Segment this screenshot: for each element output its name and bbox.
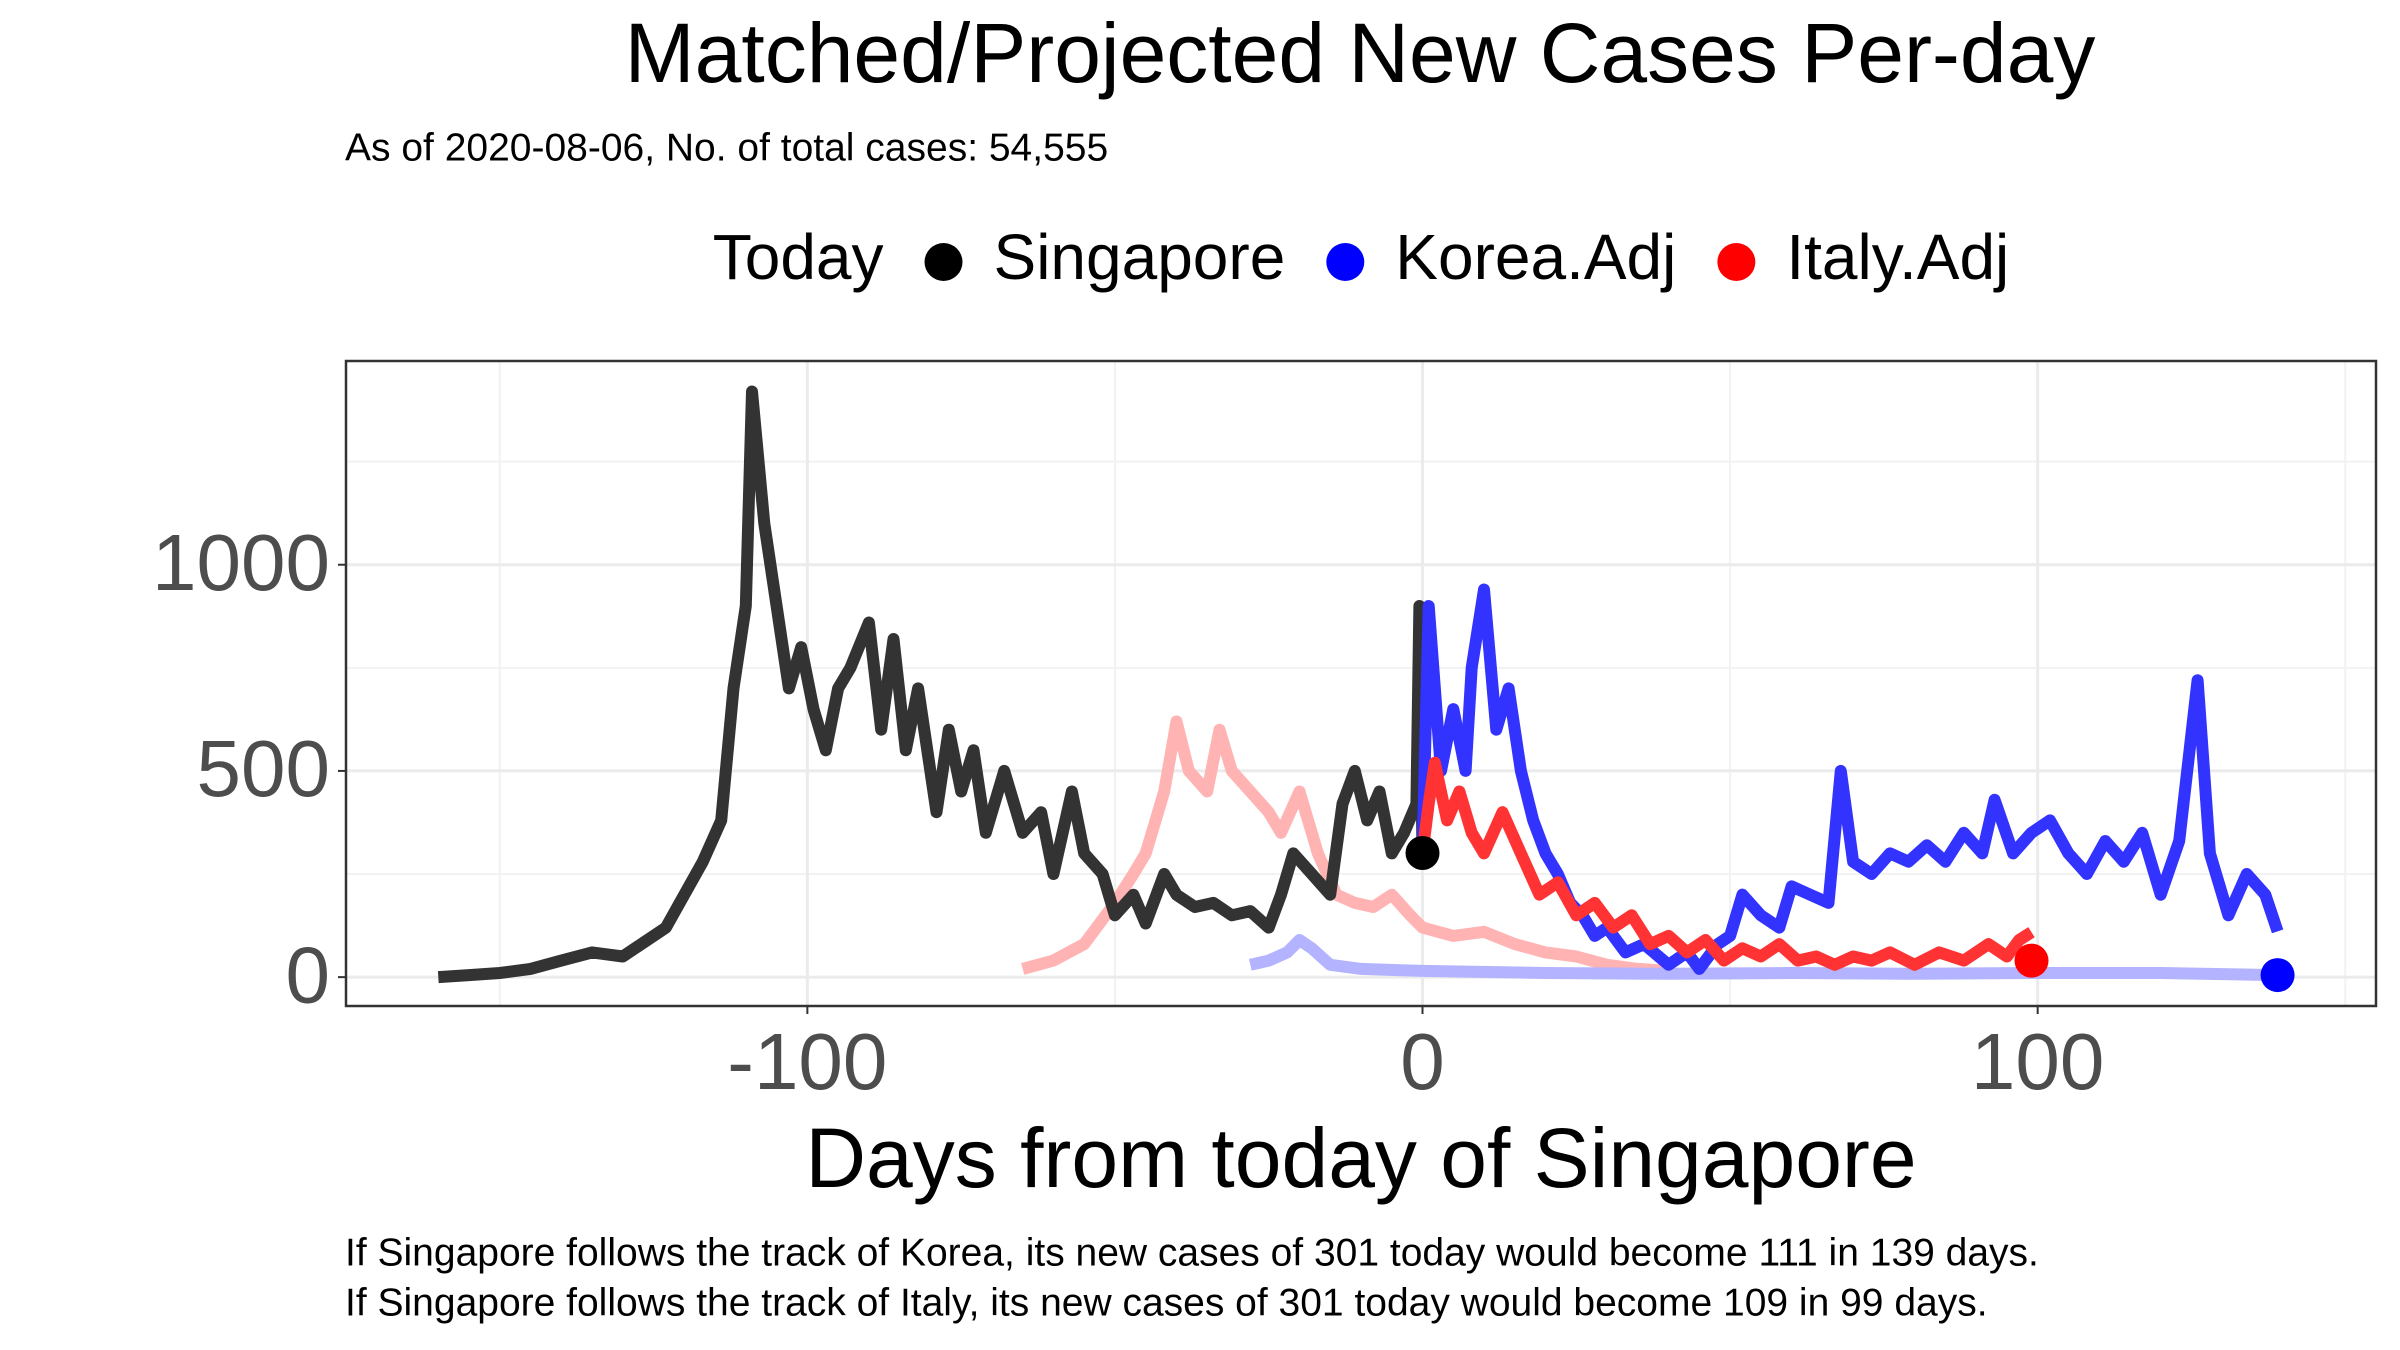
x-axis-title: Days from today of Singapore	[805, 1111, 1916, 1205]
legend-title: Today	[713, 221, 884, 293]
x-tick-label: 0	[1400, 1017, 1445, 1106]
series-line	[1248, 934, 2278, 982]
legend-label: Korea.Adj	[1395, 221, 1676, 293]
legend-label: Italy.Adj	[1786, 221, 2009, 293]
series-line	[1416, 756, 2035, 971]
legend-key	[1326, 243, 1365, 281]
caption: If Singapore follows the track of Italy,…	[345, 1281, 1988, 1324]
chart-title: Matched/Projected New Cases Per-day	[625, 6, 2096, 100]
legend-key	[1717, 243, 1756, 281]
legend-label: Singapore	[994, 221, 1286, 293]
today-marker	[2260, 958, 2295, 993]
plot-border	[344, 359, 2378, 1008]
series-line	[1416, 583, 2284, 975]
y-tick-label: 1000	[152, 518, 330, 607]
chart-subtitle: As of 2020-08-06, No. of total cases: 54…	[345, 126, 1108, 169]
legend-key	[924, 243, 963, 281]
series-line	[437, 385, 1429, 984]
y-tick-label: 0	[286, 930, 331, 1019]
series-line	[1021, 715, 1669, 977]
x-tick-label: 100	[1971, 1017, 2104, 1106]
y-tick-label: 500	[197, 724, 330, 813]
x-tick-label: -100	[727, 1017, 887, 1106]
today-marker	[1405, 835, 1440, 870]
today-marker	[2014, 943, 2049, 978]
caption: If Singapore follows the track of Korea,…	[345, 1231, 2039, 1274]
